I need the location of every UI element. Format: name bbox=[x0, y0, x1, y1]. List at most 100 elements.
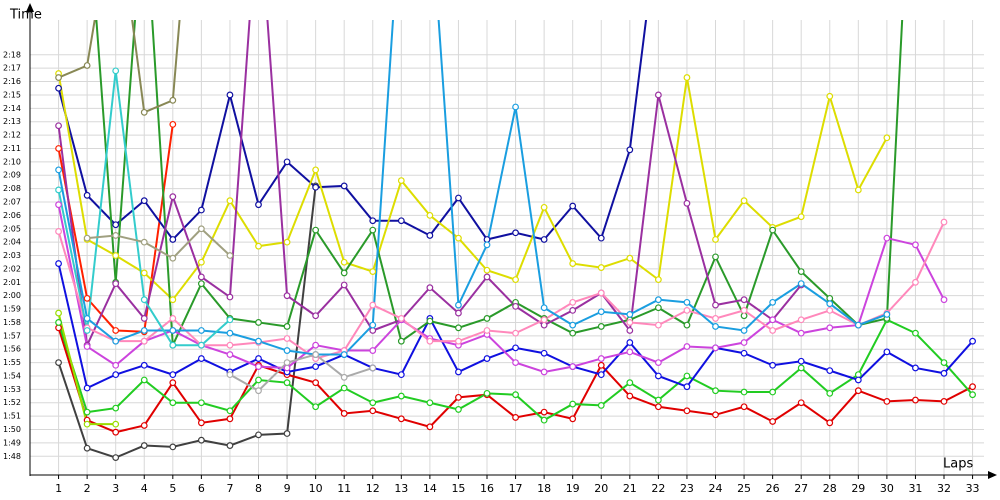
point bbox=[683, 306, 691, 314]
point bbox=[226, 316, 234, 324]
point bbox=[512, 276, 519, 284]
point bbox=[426, 317, 434, 325]
series-line bbox=[95, 20, 904, 346]
point bbox=[797, 329, 805, 337]
point bbox=[55, 309, 62, 317]
point bbox=[83, 62, 91, 69]
point bbox=[797, 316, 805, 324]
point bbox=[55, 260, 62, 267]
point bbox=[683, 372, 691, 380]
y-tick-label: 2:12 bbox=[3, 131, 21, 140]
point bbox=[597, 361, 605, 369]
point bbox=[283, 158, 291, 166]
point bbox=[255, 363, 262, 371]
point bbox=[55, 201, 62, 209]
point bbox=[740, 339, 748, 346]
y-tick-label: 2:16 bbox=[3, 77, 21, 86]
x-tick-label: 27 bbox=[794, 482, 808, 495]
point bbox=[169, 96, 177, 104]
point bbox=[712, 323, 719, 330]
y-tick-label: 1:50 bbox=[3, 425, 21, 434]
y-tick-label: 2:05 bbox=[3, 224, 21, 233]
point bbox=[540, 316, 548, 324]
x-tick-label: 4 bbox=[141, 482, 148, 495]
point bbox=[540, 368, 548, 376]
x-tick-label: 33 bbox=[966, 482, 980, 495]
point bbox=[712, 315, 719, 322]
point bbox=[83, 408, 91, 416]
point bbox=[712, 344, 719, 352]
series-line bbox=[57, 73, 888, 302]
point bbox=[826, 306, 834, 314]
point bbox=[112, 221, 120, 229]
point bbox=[797, 213, 805, 221]
point bbox=[226, 329, 234, 337]
point bbox=[597, 264, 605, 271]
point bbox=[712, 387, 719, 395]
point bbox=[340, 269, 348, 277]
point bbox=[769, 361, 777, 369]
point bbox=[626, 311, 634, 318]
point bbox=[226, 91, 234, 99]
point bbox=[797, 357, 805, 365]
point bbox=[683, 343, 691, 350]
point bbox=[197, 419, 205, 427]
series-line bbox=[57, 20, 888, 356]
point bbox=[340, 258, 348, 266]
point bbox=[197, 280, 205, 288]
point bbox=[140, 442, 148, 449]
point bbox=[626, 254, 634, 262]
point bbox=[255, 376, 262, 384]
x-tick-label: 24 bbox=[709, 482, 723, 495]
point bbox=[426, 423, 434, 431]
point bbox=[683, 383, 691, 391]
point bbox=[283, 335, 291, 342]
point bbox=[483, 241, 491, 249]
point bbox=[654, 91, 662, 99]
point bbox=[169, 341, 177, 349]
point bbox=[369, 226, 377, 234]
point bbox=[169, 236, 177, 243]
y-tick-label: 2:15 bbox=[3, 90, 21, 99]
point bbox=[312, 363, 320, 371]
point bbox=[169, 379, 177, 387]
y-tick-label: 1:55 bbox=[3, 358, 21, 367]
point bbox=[140, 376, 148, 384]
point bbox=[340, 384, 348, 392]
x-axis-arrow bbox=[988, 471, 997, 479]
point bbox=[569, 329, 577, 337]
series-line bbox=[57, 185, 317, 459]
x-tick-label: 21 bbox=[623, 482, 637, 495]
point bbox=[397, 392, 405, 400]
point bbox=[140, 422, 148, 429]
point bbox=[569, 321, 577, 329]
point bbox=[140, 108, 148, 116]
y-tick-label: 2:00 bbox=[3, 291, 21, 300]
point bbox=[255, 337, 262, 345]
point bbox=[740, 403, 748, 411]
point bbox=[83, 444, 91, 452]
point bbox=[940, 359, 948, 366]
y-tick-label: 2:14 bbox=[3, 104, 21, 113]
x-tick-label: 15 bbox=[451, 482, 465, 495]
point bbox=[369, 364, 377, 372]
series-line bbox=[58, 20, 181, 114]
point bbox=[55, 122, 62, 130]
point bbox=[255, 387, 262, 395]
point bbox=[797, 280, 805, 288]
point bbox=[197, 399, 205, 407]
point bbox=[55, 228, 62, 235]
point bbox=[626, 348, 634, 356]
point bbox=[197, 273, 205, 281]
y-tick-label: 1:49 bbox=[3, 438, 21, 447]
point bbox=[854, 387, 862, 395]
point bbox=[826, 324, 834, 332]
point bbox=[483, 315, 491, 322]
point bbox=[255, 431, 262, 439]
point bbox=[369, 268, 377, 275]
point bbox=[455, 393, 462, 401]
point bbox=[226, 341, 234, 349]
point bbox=[740, 388, 748, 396]
point bbox=[397, 415, 405, 423]
point bbox=[83, 420, 91, 428]
